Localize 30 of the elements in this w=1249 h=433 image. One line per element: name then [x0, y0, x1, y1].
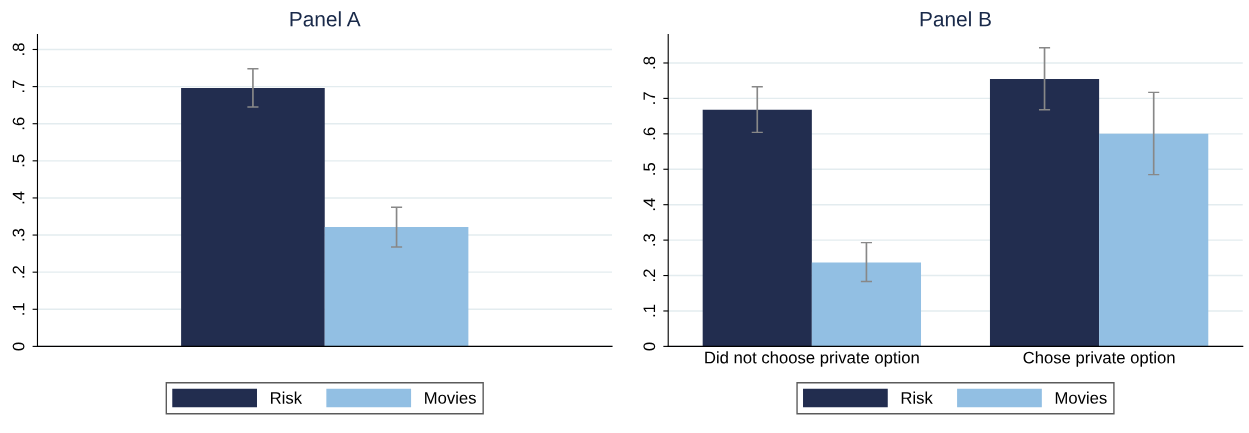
x-tick-label: Chose private option — [1023, 351, 1175, 367]
x-tick-label: Did not choose private option — [705, 351, 919, 367]
y-tick-label: .5 — [643, 163, 656, 175]
y-tick-label: .6 — [643, 127, 656, 140]
y-tick-label: .6 — [12, 117, 25, 130]
bar — [989, 78, 1100, 347]
bar — [1099, 133, 1209, 347]
y-tick-label: .1 — [643, 304, 656, 317]
bar — [702, 109, 812, 347]
y-tick-label: .7 — [12, 80, 25, 93]
legend-label: Risk — [901, 391, 933, 404]
y-tick-label: 0 — [12, 342, 25, 351]
y-tick-label: .4 — [12, 191, 25, 204]
y-tick-label: .8 — [643, 56, 656, 69]
y-tick-label: .3 — [643, 233, 656, 246]
y-tick-label: .8 — [12, 43, 25, 55]
legend-label: Movies — [1055, 391, 1107, 404]
y-tick-label: .4 — [643, 198, 656, 211]
y-tick-label: 0 — [643, 342, 656, 351]
legend-label: Movies — [425, 391, 476, 404]
y-tick-label: .7 — [643, 92, 656, 104]
y-tick-label: .3 — [12, 228, 25, 241]
bar — [811, 262, 922, 347]
y-tick-label: .1 — [12, 303, 25, 315]
y-tick-label: .5 — [12, 154, 25, 167]
y-tick-label: .2 — [643, 269, 656, 281]
y-tick-label: .2 — [12, 266, 25, 278]
chart-title: Panel A — [290, 11, 361, 27]
legend-label: Risk — [271, 391, 303, 404]
chart-title: Panel B — [920, 11, 991, 27]
